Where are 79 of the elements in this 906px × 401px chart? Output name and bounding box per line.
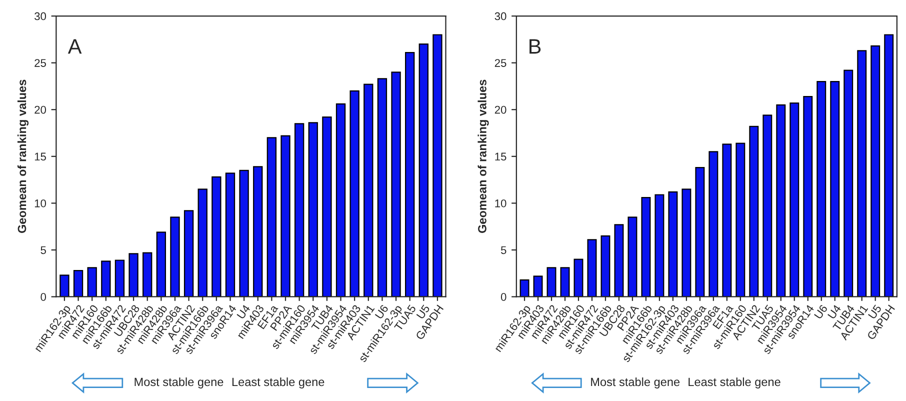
y-tick-label: 30 [494, 12, 506, 20]
y-tick-label: 0 [40, 293, 46, 301]
text: Least stable gene [688, 377, 780, 388]
bar [600, 235, 610, 297]
bar [142, 252, 152, 297]
bar [682, 188, 692, 297]
bar [198, 188, 208, 297]
bar [225, 172, 236, 297]
bar [418, 44, 428, 297]
bar [308, 122, 318, 297]
bar [790, 102, 800, 297]
bar [350, 90, 360, 297]
bar [322, 116, 332, 297]
bar [776, 104, 786, 297]
bar [266, 137, 277, 297]
y-tick-label: 0 [500, 293, 506, 301]
bar [560, 267, 570, 297]
text: Most stable gene [591, 377, 680, 388]
bar [404, 52, 415, 297]
text: Most stable gene [134, 377, 224, 388]
bar [432, 34, 442, 297]
bar [60, 274, 70, 297]
bar [816, 80, 826, 297]
y-tick-label: 20 [494, 106, 506, 114]
bar [708, 151, 718, 297]
bar [239, 170, 249, 297]
x-tick-label: U6 [814, 304, 828, 320]
bar [870, 45, 880, 297]
bar [695, 167, 705, 297]
bar [722, 144, 732, 297]
bar [294, 123, 304, 297]
y-tick-label: 10 [495, 199, 506, 208]
y-tick-label: 25 [34, 59, 46, 67]
bar [184, 210, 194, 297]
bar [736, 142, 746, 297]
bar [377, 78, 388, 297]
bar [587, 239, 597, 297]
text: Least stable gene [232, 377, 324, 388]
bar [114, 260, 125, 297]
bar [762, 114, 772, 297]
bar [87, 267, 97, 297]
bar [668, 191, 678, 297]
bar [336, 103, 346, 297]
bar [884, 34, 894, 297]
bar [614, 224, 624, 297]
y-tick-label: 15 [34, 152, 46, 161]
y-tick-label: 30 [34, 12, 46, 20]
bar [844, 70, 854, 297]
y-axis-title: Geomean of ranking values [17, 80, 29, 233]
bar [628, 216, 638, 297]
bar [391, 72, 401, 297]
bar [253, 166, 263, 297]
y-tick-label: 5 [500, 246, 506, 254]
bar [749, 126, 759, 297]
bar [641, 197, 651, 297]
bar [574, 258, 584, 297]
y-tick-label: 10 [34, 199, 46, 208]
bar [128, 253, 138, 297]
bar [73, 270, 84, 297]
y-tick-label: 20 [34, 106, 46, 114]
y-tick-label: 15 [495, 152, 506, 161]
bar [280, 135, 290, 297]
bar [654, 194, 664, 297]
bar [830, 80, 840, 297]
y-axis-title: Geomean of ranking values [478, 80, 489, 233]
bar [156, 232, 166, 297]
bar [857, 50, 867, 297]
bar [533, 276, 543, 297]
bar [520, 279, 530, 297]
y-tick-label: 25 [494, 59, 506, 67]
bar [170, 216, 180, 297]
annotation: A [68, 39, 82, 54]
bar [101, 260, 111, 297]
bar [803, 96, 813, 297]
annotation: B [530, 39, 541, 54]
bar [546, 267, 556, 297]
bar [364, 84, 374, 297]
y-tick-label: 5 [40, 246, 46, 254]
bar [212, 176, 222, 297]
